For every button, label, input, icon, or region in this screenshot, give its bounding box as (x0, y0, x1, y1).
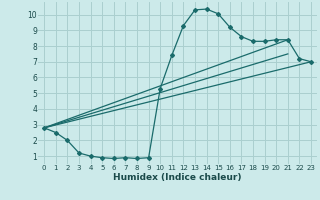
X-axis label: Humidex (Indice chaleur): Humidex (Indice chaleur) (113, 173, 242, 182)
